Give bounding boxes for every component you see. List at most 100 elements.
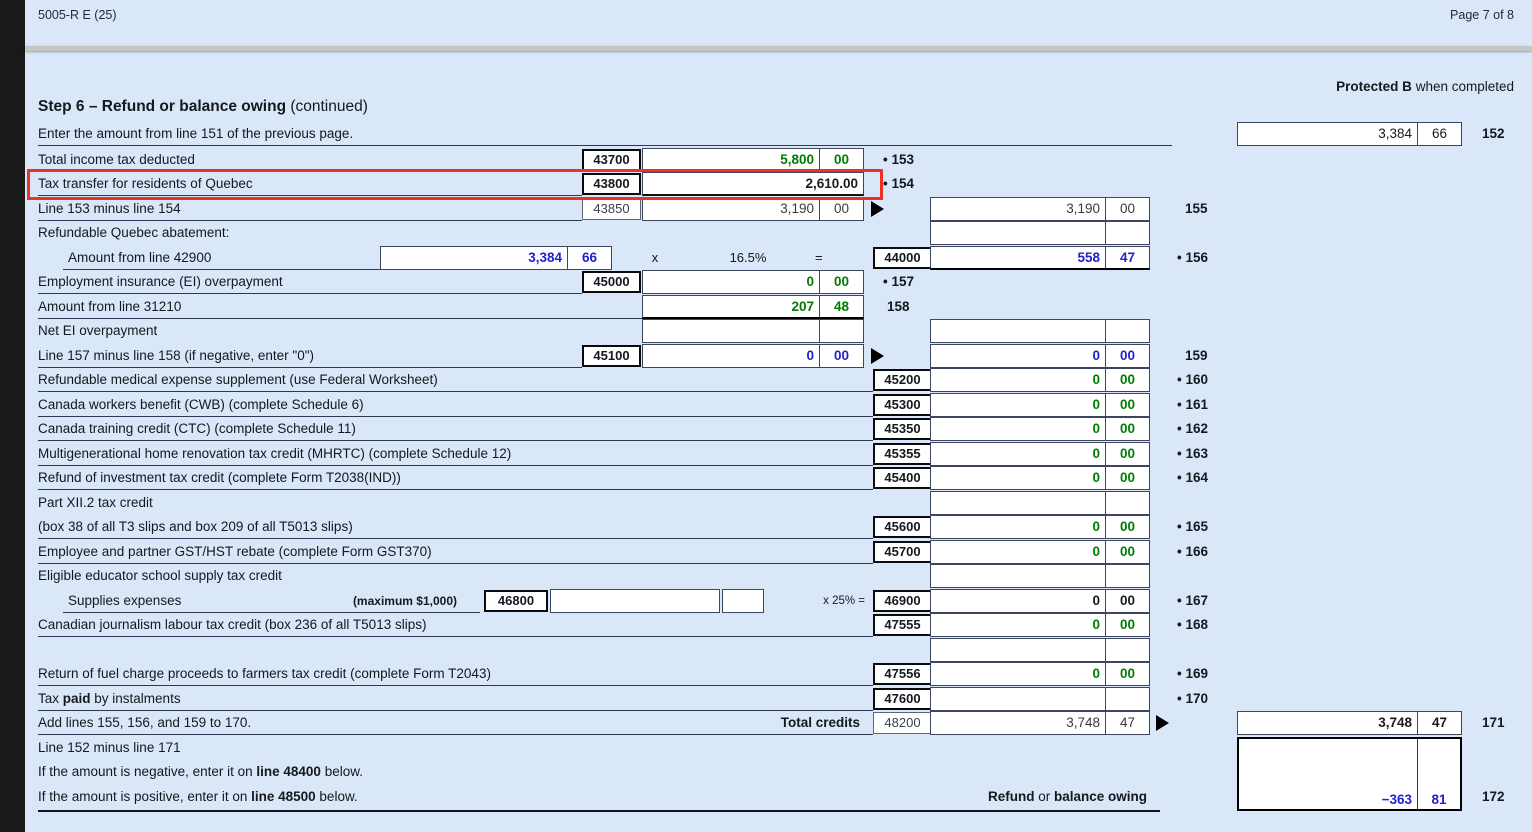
field-code-43700: 43700 — [582, 149, 641, 171]
row-label: Tax paid by instalments — [38, 687, 873, 711]
amount-value — [551, 590, 719, 612]
page-indicator: Page 7 of 8 — [1450, 3, 1514, 27]
field-code-45600: 45600 — [873, 516, 932, 538]
line-number: • 154 — [883, 172, 914, 196]
line-number: • 156 — [1177, 246, 1208, 270]
amount-field-44000[interactable]: 55847 — [930, 246, 1150, 270]
amount-field-line152[interactable]: 3,38466 — [1237, 122, 1462, 146]
cents-field-46800[interactable] — [722, 589, 764, 613]
amount-field-47555[interactable]: 000 — [930, 613, 1150, 637]
row-label: Canadian journalism labour tax credit (b… — [38, 613, 873, 637]
amount-field-empty[interactable] — [930, 638, 1150, 662]
row-label: Employment insurance (EI) overpayment — [38, 270, 582, 294]
form-row-spacer — [25, 638, 1532, 663]
cents-value: 00 — [1105, 443, 1149, 465]
form-row-net-ei: Net EI overpayment — [25, 319, 1532, 344]
row-label: Employee and partner GST/HST rebate (com… — [38, 540, 873, 564]
field-code-46900: 46900 — [873, 590, 932, 612]
amount-field-42900[interactable]: 3,38466 — [380, 246, 612, 270]
amount-field-empty[interactable] — [930, 221, 1150, 245]
label-bold: paid — [63, 691, 91, 706]
field-code-45300: 45300 — [873, 394, 932, 416]
row-label: Eligible educator school supply tax cred… — [38, 564, 282, 588]
amount-value: 5,800 — [643, 149, 819, 171]
amount-value: 0 — [931, 467, 1105, 489]
field-code-46800: 46800 — [484, 590, 548, 612]
amount-field-line171[interactable]: 3,74847 — [1237, 711, 1462, 735]
amount-field-45000[interactable]: 000 — [642, 270, 864, 294]
amount-field-45700[interactable]: 000 — [930, 540, 1150, 564]
field-code-45350: 45350 — [873, 418, 932, 440]
cents-value: 66 — [1417, 123, 1461, 145]
refund-mid: or — [1034, 789, 1054, 804]
amount-field-47600[interactable] — [930, 687, 1150, 711]
protected-b-bold: Protected B — [1336, 79, 1412, 94]
tax-form-page: 5005-R E (25) Page 7 of 8 Protected B wh… — [25, 0, 1532, 832]
row-label: Return of fuel charge proceeds to farmer… — [38, 662, 873, 686]
factor-label: x 25% = — [778, 589, 865, 613]
amount-value: 0 — [931, 590, 1105, 612]
amount-field-46800[interactable] — [550, 589, 720, 613]
amount-value: 558 — [931, 247, 1105, 268]
form-row-160: Refundable medical expense supplement (u… — [25, 368, 1532, 393]
form-row-163: Multigenerational home renovation tax cr… — [25, 442, 1532, 467]
amount-field-line155[interactable]: 3,19000 — [930, 197, 1150, 221]
line-number: 172 — [1482, 785, 1505, 809]
label-post: by instalments — [91, 691, 181, 706]
protected-b-notice: Protected B when completed — [1336, 75, 1514, 99]
amount-field-45100[interactable]: 000 — [642, 344, 864, 368]
cents-value: 00 — [819, 198, 863, 220]
amount-value — [931, 492, 1105, 514]
amount-field-empty[interactable] — [930, 564, 1150, 588]
amount-value — [931, 639, 1105, 661]
field-code-48200: 48200 — [873, 712, 932, 734]
amount-value: 3,190 — [931, 198, 1105, 220]
line-number: • 168 — [1177, 613, 1208, 637]
row-label: Enter the amount from line 151 of the pr… — [38, 122, 1172, 146]
amount-field-45350[interactable]: 000 — [930, 417, 1150, 441]
amount-field-45355[interactable]: 000 — [930, 442, 1150, 466]
amount-value: 0 — [931, 663, 1105, 685]
form-row-167: Supplies expenses (maximum $1,000) 46800… — [25, 589, 1532, 614]
amount-value: 0 — [931, 541, 1105, 563]
cents-value: 00 — [1105, 590, 1149, 612]
line-number: 152 — [1482, 122, 1505, 146]
amount-field-empty[interactable] — [930, 491, 1150, 515]
line-number: • 160 — [1177, 368, 1208, 392]
amount-field-45300[interactable]: 000 — [930, 393, 1150, 417]
amount-field-line172[interactable]: −36381 — [1237, 737, 1462, 811]
row-label: Refundable medical expense supplement (u… — [38, 368, 873, 392]
amount-field-45200[interactable]: 000 — [930, 368, 1150, 392]
amount-field-empty[interactable] — [930, 319, 1150, 343]
cents-value: 00 — [1105, 516, 1149, 538]
cents-value: 00 — [1105, 345, 1149, 367]
cents-value: 81 — [1431, 792, 1446, 807]
amount-field-empty[interactable] — [642, 319, 864, 343]
row-label: Canada training credit (CTC) (complete S… — [38, 417, 873, 441]
step-title-main: Step 6 – Refund or balance owing — [38, 98, 286, 115]
arrow-right-icon — [1156, 715, 1169, 731]
amount-field-46900[interactable]: 000 — [930, 589, 1150, 613]
field-code-47555: 47555 — [873, 614, 932, 636]
cents-value: 00 — [1105, 418, 1149, 440]
cents-value — [819, 320, 863, 342]
row-label: Supplies expenses — [68, 589, 181, 613]
row-label: Canada workers benefit (CWB) (complete S… — [38, 393, 873, 417]
line-number: • 162 — [1177, 417, 1208, 441]
amount-field-45400[interactable]: 000 — [930, 466, 1150, 490]
amount-field-48200[interactable]: 3,74847 — [930, 711, 1150, 735]
field-code-45100: 45100 — [582, 345, 641, 367]
line-number: • 166 — [1177, 540, 1208, 564]
amount-field-line159[interactable]: 000 — [930, 344, 1150, 368]
amount-field-47556[interactable]: 000 — [930, 662, 1150, 686]
amount-field-43850[interactable]: 3,19000 — [642, 197, 864, 221]
cents-value: 00 — [1105, 541, 1149, 563]
step-title: Step 6 – Refund or balance owing (contin… — [38, 94, 368, 120]
arrow-right-icon — [871, 201, 884, 217]
form-row-170: Tax paid by instalments 47600 • 170 — [25, 687, 1532, 712]
line-number: • 163 — [1177, 442, 1208, 466]
amount-field-line158[interactable]: 20748 — [642, 295, 864, 319]
amount-field-45600[interactable]: 000 — [930, 515, 1150, 539]
refund-bold: Refund — [988, 789, 1035, 804]
cents-value: 48 — [819, 296, 863, 317]
